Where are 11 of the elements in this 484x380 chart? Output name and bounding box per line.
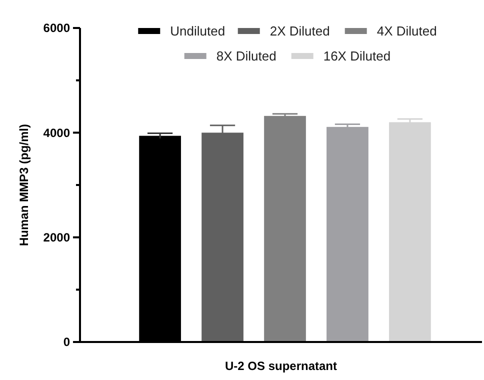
y-tick-label: 2000 xyxy=(43,230,70,245)
legend-label: 4X Diluted xyxy=(376,24,437,39)
y-tick-label: 6000 xyxy=(43,21,70,36)
y-tick-label: 0 xyxy=(63,335,70,350)
legend-label: 2X Diluted xyxy=(270,24,330,39)
legend-label: Undiluted xyxy=(170,24,226,39)
x-axis-title: U-2 OS supernatant xyxy=(224,359,338,373)
legend-label: 8X Diluted xyxy=(216,48,276,64)
legend-label: 16X Diluted xyxy=(323,48,391,64)
y-axis-title: Human MMP3 (pg/ml) xyxy=(17,124,31,246)
y-tick-label: 4000 xyxy=(43,126,70,140)
